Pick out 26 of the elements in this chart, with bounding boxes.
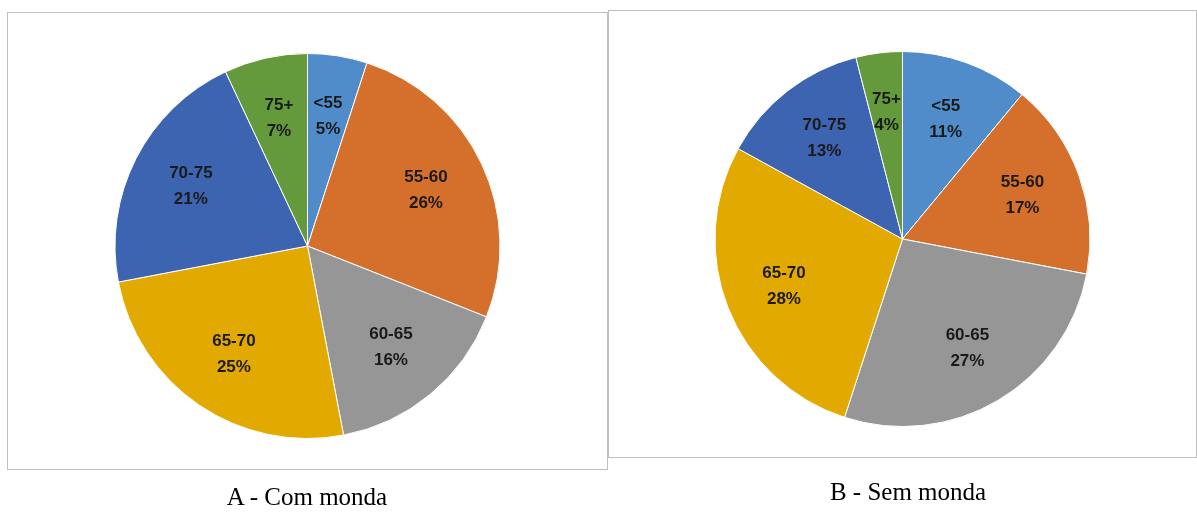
slice-label: 65-70 (212, 330, 256, 350)
data-label: 17% (1005, 198, 1040, 218)
slice-label: 70-75 (802, 114, 847, 134)
data-label: 13% (807, 140, 842, 160)
slice-label: 55-60 (404, 166, 448, 186)
slice-label: 60-65 (369, 323, 413, 343)
data-label: 26% (408, 192, 443, 212)
slice-label: <55 (313, 93, 343, 113)
slice-label: 65-70 (762, 262, 806, 282)
data-label: 5% (315, 119, 341, 139)
slice-label: 75+ (872, 89, 902, 109)
text: B - Sem monda (829, 477, 987, 507)
data-label: 25% (216, 356, 251, 376)
data-label: 11% (929, 121, 963, 141)
slice-label: 60-65 (945, 325, 990, 345)
data-label: 4% (874, 115, 899, 135)
slice-label: 70-75 (169, 163, 213, 183)
slice-label: <55 (931, 95, 961, 115)
text: A - Com monda (226, 482, 388, 512)
slice-label: 75+ (264, 94, 294, 114)
data-label: 7% (266, 120, 292, 140)
data-label: 16% (373, 349, 408, 369)
slice-label: 55-60 (1000, 172, 1045, 192)
data-label: 27% (950, 351, 985, 371)
data-label: 21% (173, 189, 208, 209)
data-label: 28% (766, 288, 801, 308)
